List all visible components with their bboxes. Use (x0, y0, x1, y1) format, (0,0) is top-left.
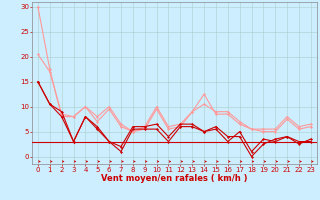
X-axis label: Vent moyen/en rafales ( km/h ): Vent moyen/en rafales ( km/h ) (101, 174, 248, 183)
